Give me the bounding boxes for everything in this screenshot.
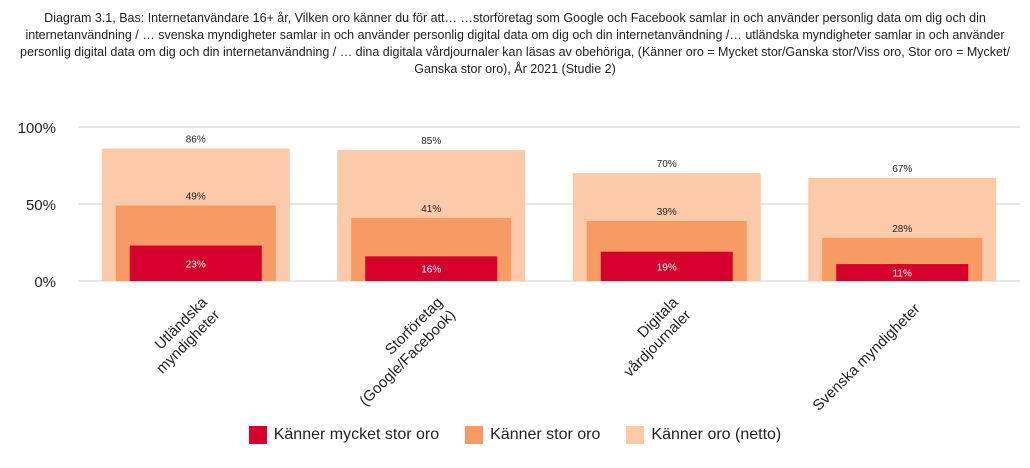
x-tick-text: Storföretag(Google/Facebook) — [343, 294, 459, 410]
bar-känner-mycket-stor-oro — [600, 251, 733, 281]
legend-swatch — [465, 426, 484, 444]
legend-label: Känner stor oro — [490, 426, 601, 443]
x-tick-text: Utländskamyndigheter — [140, 294, 224, 378]
x-axis-ticks: Utländskamyndigheter Storföretag(Google/F… — [140, 294, 924, 415]
bar-känner-mycket-stor-oro — [365, 256, 498, 281]
y-tick-label: 0% — [34, 274, 56, 291]
x-tick-text: Svenska myndigheter — [810, 300, 924, 414]
data-label: 23% — [186, 259, 206, 270]
data-label: 70% — [657, 159, 677, 170]
x-tick-label: Utländskamyndigheter — [140, 294, 224, 378]
legend-item: Känner mycket stor oro — [248, 426, 440, 444]
data-label: 67% — [892, 164, 912, 175]
y-tick-label: 100% — [18, 120, 56, 137]
legend-label: Känner mycket stor oro — [273, 426, 440, 443]
data-label: 39% — [657, 207, 677, 218]
data-label: 41% — [421, 204, 441, 215]
chart-title: Diagram 3.1, Bas: Internetanvändare 16+ … — [20, 11, 1010, 76]
legend-label: Känner oro (netto) — [651, 426, 782, 443]
data-label: 49% — [186, 192, 206, 203]
x-tick-label: Svenska myndigheter — [810, 300, 924, 414]
x-tick-label: Digitalavårdjournaler — [608, 294, 695, 381]
data-label: 86% — [186, 135, 206, 146]
x-tick-line: Svenska myndigheter — [810, 300, 924, 414]
bar-känner-mycket-stor-oro — [129, 245, 262, 281]
bar-känner-mycket-stor-oro — [836, 264, 969, 281]
data-label: 19% — [657, 262, 677, 273]
legend-swatch — [248, 426, 267, 444]
y-tick-label: 50% — [26, 197, 56, 214]
data-label: 11% — [893, 269, 912, 280]
legend-swatch — [626, 426, 645, 444]
legend-item: Känner oro (netto) — [626, 426, 781, 444]
data-label: 16% — [421, 265, 441, 276]
bar-chart: 0% 50% 100% 23% 49% 86% 16% 41% 85% 19% 39% 70% 11%… — [18, 120, 1020, 415]
data-label: 28% — [892, 224, 912, 235]
legend: Känner mycket stor oro Känner stor oro Kän… — [0, 426, 1030, 444]
y-axis-ticks: 0% 50% 100% — [18, 120, 56, 291]
bars — [101, 148, 997, 281]
x-tick-text: Digitalavårdjournaler — [608, 294, 695, 381]
x-tick-label: Storföretag(Google/Facebook) — [343, 294, 459, 410]
data-label: 85% — [421, 136, 441, 147]
legend-item: Känner stor oro — [465, 426, 600, 444]
data-labels: 23% 49% 86% 16% 41% 85% 19% 39% 70% 11% 28% 67% — [186, 135, 913, 280]
